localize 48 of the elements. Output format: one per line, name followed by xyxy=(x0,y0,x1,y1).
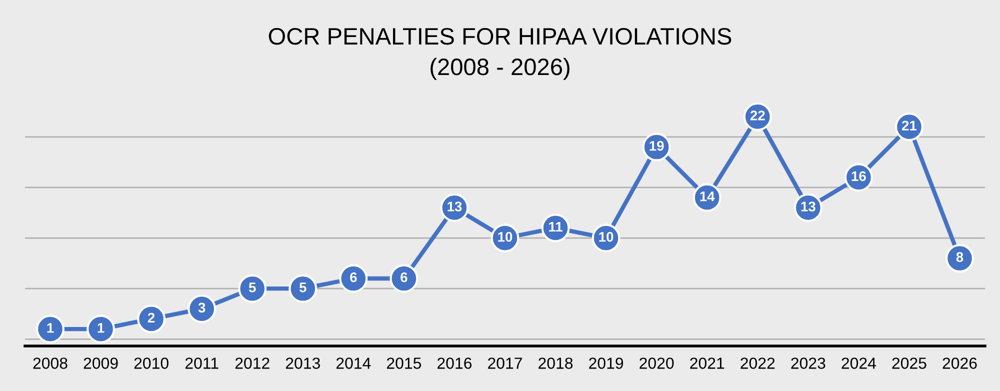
x-tick-label: 2014 xyxy=(336,358,371,369)
point xyxy=(238,274,267,303)
data-label: 11 xyxy=(549,222,562,232)
data-label: 13 xyxy=(801,202,816,212)
data-label: 14 xyxy=(700,192,715,202)
data-label: 6 xyxy=(400,272,408,282)
x-tick-label: 2018 xyxy=(538,358,573,369)
point xyxy=(288,274,318,303)
x-tick-label: 2008 xyxy=(33,358,68,369)
x-tick-label: 2010 xyxy=(134,358,168,369)
data-label: 3 xyxy=(198,302,206,313)
point xyxy=(945,244,974,272)
x-tick-label: 2021 xyxy=(690,358,724,369)
chart-title: OCR PENALTIES FOR HIPAA VIOLATIONS (2008 - 2026) xyxy=(268,28,732,80)
data-label: 1 xyxy=(98,323,104,333)
data-label: 6 xyxy=(350,272,357,282)
data-label: 16 xyxy=(852,171,866,182)
x-tick-label: 2025 xyxy=(892,358,926,369)
data-label: 22 xyxy=(750,110,765,120)
data-label: 2 xyxy=(148,312,155,323)
data-label: 1 xyxy=(47,323,54,333)
x-tick-label: 2009 xyxy=(84,358,118,369)
x-tick-label: 2026 xyxy=(942,358,977,369)
x-tick-label: 2019 xyxy=(589,358,624,369)
point xyxy=(86,314,116,344)
x-tick-label: 2020 xyxy=(640,358,674,369)
data-label: 10 xyxy=(599,232,614,242)
data-label: 8 xyxy=(956,252,964,262)
data-label: 21 xyxy=(902,120,917,130)
data-label: 5 xyxy=(248,282,256,292)
x-tick-label: 2022 xyxy=(740,358,775,369)
x-tick-label: 2017 xyxy=(488,358,522,369)
x-tick-label: 2013 xyxy=(286,358,320,369)
x-tick-label: 2024 xyxy=(842,358,876,369)
point xyxy=(188,294,216,324)
point xyxy=(36,314,65,344)
x-tick-label: 2023 xyxy=(791,358,826,369)
data-label: 13 xyxy=(448,202,462,212)
data-label: 19 xyxy=(650,140,664,151)
data-label: 5 xyxy=(299,282,306,292)
data-label: 10 xyxy=(498,232,512,242)
x-tick-label: 2011 xyxy=(185,358,218,369)
x-tick-label: 2012 xyxy=(235,358,270,369)
point xyxy=(390,264,418,293)
point xyxy=(339,264,368,293)
x-tick-label: 2016 xyxy=(438,358,472,369)
point xyxy=(137,304,166,334)
x-tick-label: 2015 xyxy=(386,358,422,369)
